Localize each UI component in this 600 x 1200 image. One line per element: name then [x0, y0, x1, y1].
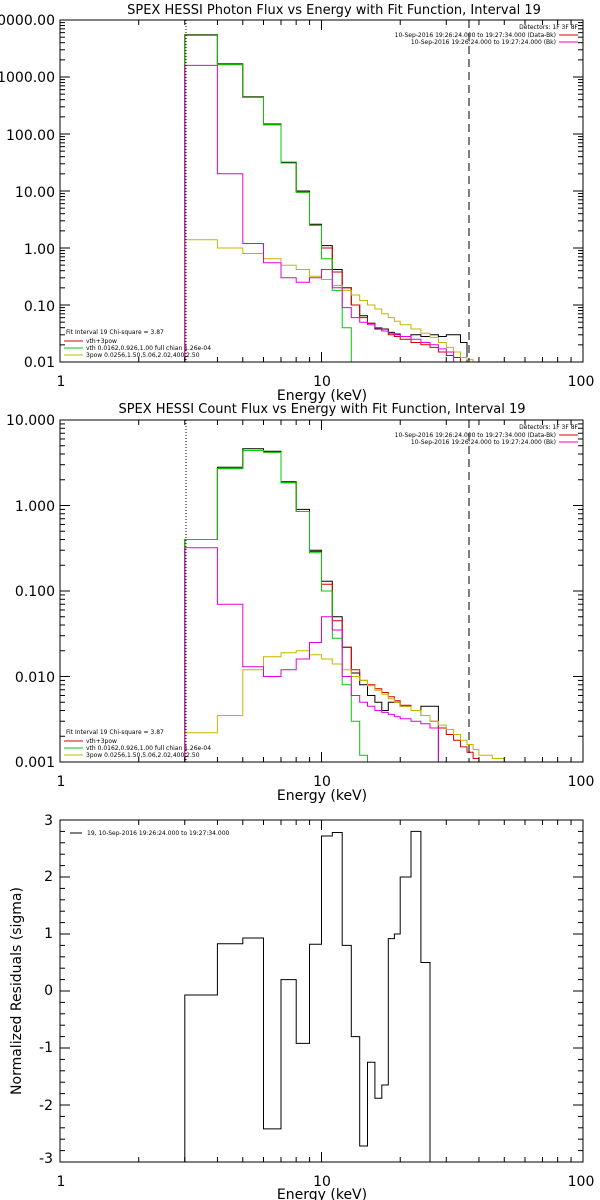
residuals-yaxis-label: Normalized Residuals (sigma): [9, 887, 25, 1095]
residuals-ytick-label: 3: [44, 813, 53, 829]
photon-xaxis-label: Energy (keV): [277, 388, 367, 404]
residuals-legend-line: 19, 10-Sep-2016 19:26:24.000 to 19:27:34…: [87, 830, 230, 837]
photon-ytick-label: 10000.00: [0, 13, 55, 29]
photon-axis-ticks: [59, 20, 583, 363]
count-xtick-label: 10: [313, 774, 331, 790]
count-series-group: [184, 448, 535, 763]
count-legend-line: vth 0.0162,0.926,1.00 full chian 1.26e-0…: [86, 745, 211, 752]
residuals-ytick-label: 1: [44, 926, 53, 942]
photon-series-data-0: [184, 34, 468, 362]
residuals-ytick-label: -1: [39, 1040, 53, 1056]
count-header-line: 10-Sep-2016 19:26:24.000 to 19:27:24.000…: [411, 439, 556, 446]
count-legend-line: Fit Interval 19 Chi-square = 3.87: [66, 729, 164, 736]
residuals-ytick-label: 0: [44, 983, 53, 999]
photon-series-3pow-3: [184, 239, 493, 363]
count-ytick-label: 0.100: [15, 584, 55, 600]
count-series-data-4: [184, 547, 439, 762]
photon-plot-frame: [59, 19, 584, 363]
count-plot-frame: [59, 419, 584, 763]
residuals-ytick-label: -3: [39, 1151, 53, 1167]
count-xtick-label: 100: [568, 774, 595, 790]
photon-series-vth-2: [184, 34, 360, 363]
photon-xtick-label: 1: [57, 374, 66, 390]
count-xtick-label: 1: [57, 774, 66, 790]
photon-legend-line: 3pow 0.0256,1.50,5.06,2.02,400,2.50: [86, 352, 200, 359]
count-legend-line: vth+3pow: [86, 738, 117, 745]
photon-xtick-label: 10: [313, 374, 331, 390]
count-series-3pow-3: [184, 650, 535, 763]
photon-header-line: 10-Sep-2016 19:26:24.000 to 19:27:24.000…: [411, 39, 556, 46]
residuals-axis-ticks: [59, 819, 583, 1163]
residuals-panel: 1 10 100 -3 -2 -1 0 1 2 3 Energy (keV) N…: [9, 813, 594, 1200]
photon-panel-title: SPEX HESSI Photon Flux vs Energy with Fi…: [127, 3, 541, 18]
photon-series-data-4: [184, 64, 455, 362]
photon-ytick-label: 0.10: [24, 299, 55, 315]
residuals-xtick-label: 100: [568, 1174, 595, 1190]
count-legend-line: 3pow 0.0256,1.50,5.06,2.02,400,2.50: [86, 752, 200, 759]
residuals-plot-frame: [59, 819, 584, 1163]
count-flux-panel: SPEX HESSI Count Flux vs Energy with Fit…: [6, 402, 594, 804]
photon-xtick-label: 100: [568, 374, 595, 390]
photon-flux-panel: SPEX HESSI Photon Flux vs Energy with Fi…: [0, 3, 594, 404]
count-xaxis-label: Energy (keV): [277, 788, 367, 804]
photon-header-line: Detectors: 1F 3F 8F: [519, 24, 578, 31]
photon-ytick-label: 1.00: [24, 242, 55, 258]
photon-ytick-label: 0.01: [24, 355, 55, 371]
residuals-ytick-label: -2: [39, 1098, 53, 1114]
count-header-line: Detectors: 1F 3F 8F: [519, 424, 578, 431]
count-series-vth-2: [184, 450, 375, 763]
residuals-ytick-label: 2: [44, 869, 53, 885]
count-header-line: 10-Sep-2016 19:26:24.000 to 19:27:34.000…: [395, 432, 556, 439]
count-ytick-label: 0.001: [15, 755, 55, 771]
count-ytick-label: 0.010: [15, 670, 55, 686]
count-panel-title: SPEX HESSI Count Flux vs Energy with Fit…: [118, 402, 525, 417]
photon-legend-line: Fit Interval 19 Chi-square = 3.87: [66, 329, 164, 336]
residuals-xtick-label: 10: [313, 1174, 331, 1190]
photon-series-vth-3pow-1: [184, 34, 467, 363]
count-ytick-label: 10.000: [6, 413, 55, 429]
residuals-xaxis-label: Energy (keV): [277, 1187, 367, 1200]
count-ytick-label: 1.000: [15, 499, 55, 515]
photon-legend-line: vth 0.0162,0.926,1.00 full chian 1.26e-0…: [86, 345, 211, 352]
photon-ytick-label: 10.00: [15, 185, 55, 201]
residuals-series-group: [184, 830, 431, 1162]
residuals-series-data-0: [184, 830, 431, 1162]
photon-ytick-label: 1000.00: [0, 70, 55, 86]
photon-header-line: 10-Sep-2016 19:26:24.000 to 19:27:34.000…: [395, 32, 556, 39]
photon-legend-line: vth+3pow: [86, 338, 117, 345]
photon-series-group: [184, 34, 493, 363]
photon-ytick-label: 100.00: [6, 128, 55, 144]
residuals-xtick-label: 1: [57, 1174, 66, 1190]
